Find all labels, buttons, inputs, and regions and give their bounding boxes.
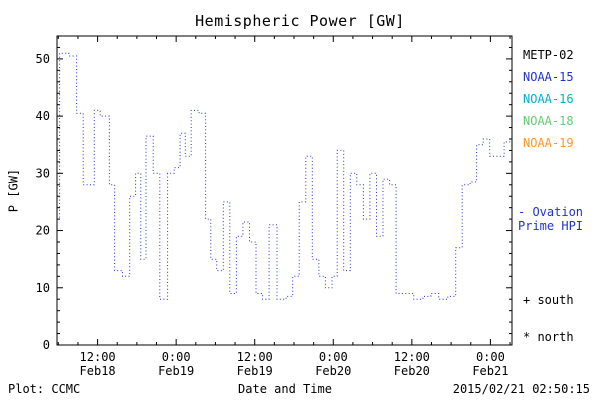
legend-south-marker: + south (523, 293, 574, 307)
y-axis-title: P [GW] (6, 168, 21, 213)
legend-item-noaa-15: NOAA-15 (523, 70, 574, 84)
y-tick-label: 20 (36, 224, 50, 238)
y-tick-label: 50 (36, 52, 50, 66)
legend-item-noaa-16: NOAA-16 (523, 92, 574, 106)
y-tick-label: 30 (36, 166, 50, 180)
chart-title: Hemispheric Power [GW] (195, 12, 405, 30)
x-tick-date-label: Feb20 (315, 364, 351, 378)
plot-credit: Plot: CCMC (8, 382, 81, 396)
y-tick-label: 10 (36, 281, 50, 295)
x-tick-time-label: 0:00 (476, 350, 505, 364)
legend-ovation-line1: - Ovation (518, 205, 584, 219)
plot-frame (56, 35, 513, 346)
legend-north-marker: * north (523, 330, 574, 344)
legend-item-noaa-18: NOAA-18 (523, 114, 574, 128)
x-tick-date-label: Feb19 (237, 364, 273, 378)
y-tick-label: 40 (36, 109, 50, 123)
x-tick-time-label: 12:00 (80, 350, 116, 364)
y-tick-label: 0 (43, 338, 50, 352)
legend-ovation: - Ovation Prime HPI (518, 205, 583, 233)
legend-ovation-line2: Prime HPI (518, 219, 584, 233)
legend-item-noaa-19: NOAA-19 (523, 136, 574, 150)
x-tick-time-label: 12:00 (394, 350, 430, 364)
x-tick-date-label: Feb21 (472, 364, 508, 378)
plot-timestamp: 2015/02/21 02:50:15 (452, 382, 590, 396)
legend-satellites: METP-02 NOAA-15 NOAA-16 NOAA-18 NOAA-19 (523, 44, 574, 154)
x-tick-date-label: Feb19 (158, 364, 194, 378)
legend-item-metp-02: METP-02 (523, 48, 574, 62)
x-tick-time-label: 12:00 (237, 350, 273, 364)
x-tick-date-label: Feb18 (80, 364, 116, 378)
x-axis-title: Date and Time (238, 382, 332, 396)
x-tick-time-label: 0:00 (319, 350, 348, 364)
hpi-step-line (57, 52, 512, 300)
x-tick-time-label: 0:00 (162, 350, 191, 364)
x-tick-date-label: Feb20 (394, 364, 430, 378)
